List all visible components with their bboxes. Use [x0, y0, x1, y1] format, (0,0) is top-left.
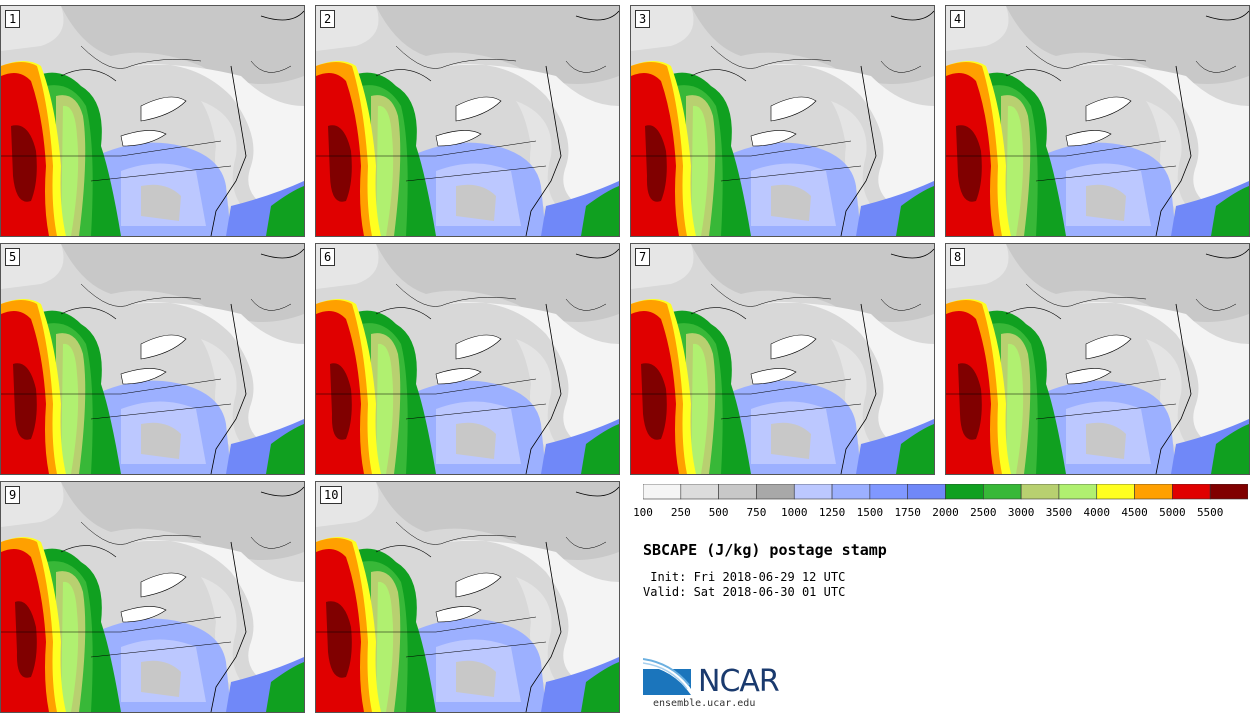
colorbar-swatch: [680, 484, 719, 500]
colorbar-tick-label: 3000: [1007, 506, 1035, 519]
cape-colorbar: [643, 484, 1248, 500]
colorbar-tick-label: 2000: [932, 506, 959, 519]
ensemble-member-map: 7: [630, 243, 935, 475]
colorbar-tick-label: 500: [708, 506, 729, 519]
ensemble-member-map: 3: [630, 5, 935, 237]
ensemble-member-map: 8: [945, 243, 1250, 475]
ensemble-member-map: 4: [945, 5, 1250, 237]
colorbar-tick-label: 100: [633, 506, 653, 519]
colorbar-tick-label: 4000: [1083, 506, 1111, 519]
colorbar-tick-label: 4500: [1121, 506, 1148, 519]
colorbar-swatch: [1058, 484, 1098, 500]
colorbar-swatch: [643, 484, 682, 500]
figure-title: SBCAPE (J/kg) postage stamp: [643, 541, 887, 559]
website-url: ensemble.ucar.edu: [653, 698, 756, 709]
colorbar-swatch: [945, 484, 984, 500]
colorbar-swatch: [1134, 484, 1173, 500]
member-number-label: 8: [950, 248, 966, 266]
member-number-label: 3: [635, 10, 651, 28]
member-number-label: 2: [320, 10, 336, 28]
colorbar-swatch: [1172, 484, 1211, 500]
ensemble-member-map: 5: [0, 243, 305, 475]
colorbar-swatch: [869, 484, 908, 500]
member-number-label: 5: [5, 248, 21, 266]
colorbar-tick-label: 1250: [818, 506, 846, 519]
colorbar-tick-label: 3500: [1045, 506, 1073, 519]
colorbar-swatch: [831, 484, 871, 500]
ensemble-member-map: 1: [0, 5, 305, 237]
colorbar-tick-label: 750: [746, 506, 767, 519]
init-time: Init: Fri 2018-06-29 12 UTC: [643, 570, 846, 584]
member-number-label: 6: [320, 248, 336, 266]
colorbar-swatch: [1096, 484, 1135, 500]
colorbar-swatch: [1020, 484, 1060, 500]
colorbar-swatch: [756, 484, 795, 500]
member-number-label: 7: [635, 248, 651, 266]
colorbar-tick-label: 5500: [1196, 506, 1224, 519]
ensemble-member-map: 6: [315, 243, 620, 475]
valid-time: Valid: Sat 2018-06-30 01 UTC: [643, 585, 846, 599]
colorbar-tick-label: 1500: [856, 506, 884, 519]
colorbar-tick-label: 1750: [894, 506, 921, 519]
member-number-label: 9: [5, 486, 21, 504]
member-number-label: 1: [5, 10, 21, 28]
colorbar-swatch: [718, 484, 757, 500]
ncar-logo-icon: [643, 657, 691, 695]
ensemble-member-map: 2: [315, 5, 620, 237]
ensemble-member-map: 9: [0, 481, 305, 713]
colorbar-swatch: [907, 484, 946, 500]
colorbar-tick-label: 2500: [970, 506, 997, 519]
ncar-logo-text: NCAR: [698, 664, 780, 699]
colorbar-swatch: [793, 484, 833, 500]
colorbar-tick-label: 5000: [1159, 506, 1186, 519]
colorbar-tick-label: 1000: [781, 506, 808, 519]
ensemble-member-map: 10: [315, 481, 620, 713]
member-number-label: 10: [320, 486, 343, 504]
member-number-label: 4: [950, 10, 966, 28]
colorbar-tick-label: 250: [670, 506, 691, 519]
colorbar-swatch: [1209, 484, 1248, 500]
colorbar-swatch: [983, 484, 1022, 500]
